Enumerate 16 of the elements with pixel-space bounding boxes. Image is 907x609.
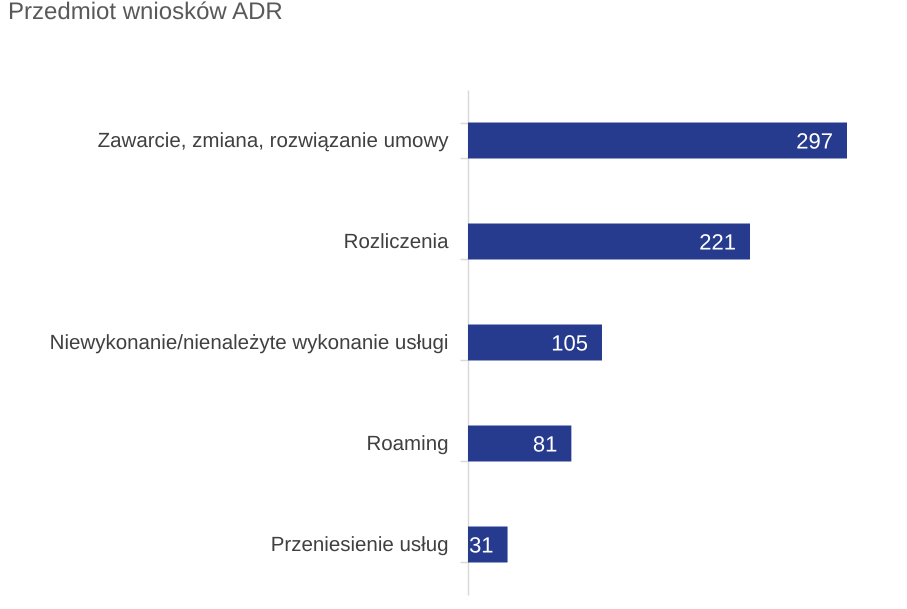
y-tick-label: Zawarcie, zmiana, rozwiązanie umowy — [98, 129, 450, 152]
data-label: 105 — [551, 330, 588, 356]
data-label: 297 — [796, 128, 833, 154]
bar — [468, 324, 602, 360]
y-tick-label: Przeniesienie usług — [270, 533, 448, 556]
text: Przedmiot wniosków ADR — [8, 0, 283, 25]
data-label: 31 — [469, 532, 494, 558]
y-tick-label: Roaming — [366, 432, 448, 455]
bar — [468, 426, 572, 462]
data-label: 221 — [699, 230, 736, 254]
data-label: 81 — [532, 432, 558, 456]
bar — [468, 526, 508, 562]
y-tick-label: Rozliczenia — [344, 230, 450, 253]
bar — [468, 122, 847, 158]
y-tick-label: Niewykonanie/nienależyte wykonanie usługi — [50, 331, 448, 354]
bar — [468, 224, 750, 260]
